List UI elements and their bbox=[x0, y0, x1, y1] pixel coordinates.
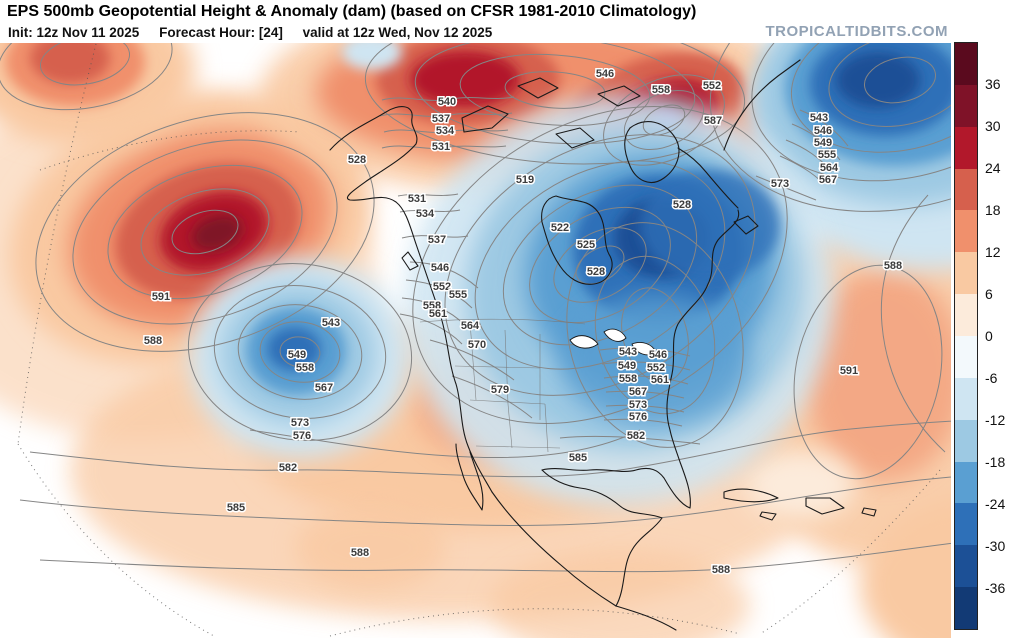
svg-text:564: 564 bbox=[461, 320, 480, 332]
init-time: Init: 12z Nov 11 2025 bbox=[8, 25, 140, 40]
svg-text:567: 567 bbox=[315, 382, 333, 394]
svg-text:585: 585 bbox=[227, 502, 245, 514]
graticule bbox=[17, 43, 941, 637]
svg-text:552: 552 bbox=[703, 80, 721, 92]
svg-text:587: 587 bbox=[704, 115, 722, 127]
svg-text:546: 546 bbox=[431, 262, 449, 274]
svg-text:528: 528 bbox=[673, 199, 691, 211]
svg-text:573: 573 bbox=[771, 178, 789, 190]
svg-text:561: 561 bbox=[651, 374, 669, 386]
colorbar-bands bbox=[954, 42, 978, 630]
svg-text:564: 564 bbox=[820, 162, 839, 174]
svg-text:558: 558 bbox=[619, 373, 637, 385]
svg-text:576: 576 bbox=[293, 430, 311, 442]
svg-text:573: 573 bbox=[629, 399, 647, 411]
svg-text:519: 519 bbox=[516, 174, 534, 186]
svg-text:531: 531 bbox=[408, 193, 426, 205]
svg-text:549: 549 bbox=[288, 349, 306, 361]
svg-text:528: 528 bbox=[587, 266, 605, 278]
svg-text:585: 585 bbox=[569, 452, 587, 464]
svg-text:579: 579 bbox=[491, 384, 509, 396]
svg-text:588: 588 bbox=[351, 547, 369, 559]
svg-text:552: 552 bbox=[433, 281, 451, 293]
svg-text:549: 549 bbox=[814, 137, 832, 149]
svg-text:525: 525 bbox=[577, 239, 595, 251]
svg-text:588: 588 bbox=[144, 335, 162, 347]
svg-text:558: 558 bbox=[296, 362, 314, 374]
svg-text:534: 534 bbox=[436, 125, 455, 137]
svg-text:537: 537 bbox=[432, 113, 450, 125]
svg-text:522: 522 bbox=[551, 222, 569, 234]
svg-text:543: 543 bbox=[619, 346, 637, 358]
forecast-hour: Forecast Hour: [24] bbox=[159, 25, 283, 40]
svg-text:576: 576 bbox=[629, 411, 647, 423]
svg-text:561: 561 bbox=[429, 308, 447, 320]
colorbar-ticks: 36 30 24 18 12 6 0 -6 -12 -18 -24 -30 -36 bbox=[985, 76, 1006, 596]
map-title: EPS 500mb Geopotential Height & Anomaly … bbox=[7, 3, 697, 20]
anomaly-colorbar: 36 30 24 18 12 6 0 -6 -12 -18 -24 -30 -36 bbox=[954, 42, 1024, 630]
svg-text:546: 546 bbox=[649, 349, 667, 361]
valid-time: valid at 12z Wed, Nov 12 2025 bbox=[302, 25, 493, 40]
svg-text:540: 540 bbox=[438, 96, 456, 108]
svg-text:534: 534 bbox=[416, 208, 435, 220]
svg-text:558: 558 bbox=[652, 84, 670, 96]
site-watermark: TROPICALTIDBITS.COM bbox=[765, 23, 948, 40]
svg-text:588: 588 bbox=[712, 564, 730, 576]
height-contours bbox=[0, 43, 951, 573]
svg-text:555: 555 bbox=[449, 289, 467, 301]
svg-text:573: 573 bbox=[291, 417, 309, 429]
svg-text:567: 567 bbox=[629, 386, 647, 398]
svg-text:543: 543 bbox=[810, 112, 828, 124]
svg-text:546: 546 bbox=[814, 125, 832, 137]
svg-text:528: 528 bbox=[348, 154, 366, 166]
map-subtitle: Init: 12z Nov 11 2025 Forecast Hour: [24… bbox=[8, 25, 508, 40]
coastlines bbox=[329, 59, 877, 631]
svg-text:552: 552 bbox=[647, 362, 665, 374]
svg-text:588: 588 bbox=[884, 260, 902, 272]
svg-text:546: 546 bbox=[596, 68, 614, 80]
svg-text:570: 570 bbox=[468, 339, 486, 351]
svg-text:537: 537 bbox=[428, 234, 446, 246]
svg-text:549: 549 bbox=[618, 360, 636, 372]
svg-text:582: 582 bbox=[279, 462, 297, 474]
svg-text:558: 558 bbox=[423, 300, 441, 312]
svg-text:582: 582 bbox=[627, 430, 645, 442]
svg-text:591: 591 bbox=[840, 365, 858, 377]
svg-text:531: 531 bbox=[432, 141, 450, 153]
svg-text:591: 591 bbox=[152, 291, 170, 303]
svg-text:543: 543 bbox=[322, 317, 340, 329]
svg-text:555: 555 bbox=[818, 149, 836, 161]
svg-text:567: 567 bbox=[819, 174, 837, 186]
